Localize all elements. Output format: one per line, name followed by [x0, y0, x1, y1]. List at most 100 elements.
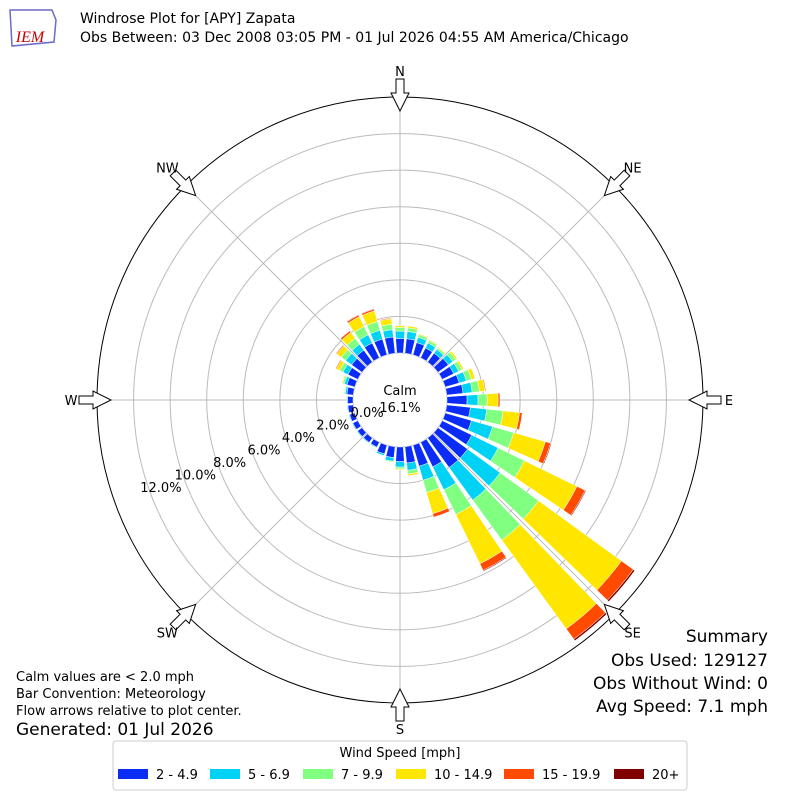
logo-text: IEM [15, 29, 46, 46]
arrow-shape [78, 390, 113, 410]
bar-segment [394, 325, 406, 328]
compass-arrow [390, 78, 410, 113]
bar-segment [477, 393, 488, 407]
compass-label: E [725, 394, 733, 409]
compass-label: W [65, 394, 78, 409]
legend-label: 2 - 4.9 [156, 768, 198, 783]
calm-circle [354, 354, 446, 446]
bar-segment [346, 314, 359, 322]
summary: Summary Obs Used: 129127 Obs Without Win… [593, 627, 768, 717]
r-tick-label: 0.0% [351, 406, 384, 421]
bar-segment [428, 339, 438, 346]
bar-segment [343, 386, 347, 395]
bar-segment [394, 468, 406, 471]
bar-segment [335, 344, 344, 354]
r-tick-label: 8.0% [213, 456, 246, 471]
grid-spoke [432, 432, 615, 615]
arrow-shape [603, 603, 631, 631]
bar-segment [468, 407, 488, 422]
legend-box [112, 740, 688, 791]
bar-segment [573, 612, 608, 642]
bar-segment [348, 414, 352, 423]
bar-segment [449, 350, 458, 360]
bar-segment [379, 317, 392, 321]
legend-label: 20+ [652, 768, 679, 783]
bar-segment [486, 392, 499, 408]
arrow-shape [169, 603, 197, 631]
r-tick-label: 10.0% [175, 469, 216, 484]
calm-label: Calm [383, 384, 416, 399]
note: Bar Convention: Meteorology [16, 687, 206, 702]
compass-label: SW [157, 627, 178, 642]
arrow-shape [603, 169, 631, 197]
grid-spoke [432, 185, 615, 368]
chart-subtitle: Obs Between: 03 Dec 2008 03:05 PM - 01 J… [80, 30, 629, 46]
arrow-shape [169, 169, 197, 197]
bar-segment [395, 461, 405, 468]
logo-outline [9, 9, 57, 47]
bar-segment [516, 412, 523, 431]
legend-swatch [396, 769, 426, 779]
bar-segment [341, 374, 346, 384]
bar-segment [395, 338, 405, 354]
legend-label: 15 - 19.9 [542, 768, 600, 783]
bar-segment [360, 308, 375, 314]
r-tick-label: 4.0% [282, 431, 315, 446]
compass-arrow [603, 169, 631, 197]
bar-segment [418, 333, 429, 339]
bar-segment [346, 396, 348, 404]
compass-arrow [78, 390, 113, 410]
compass-arrow [390, 687, 410, 722]
bar-segment [407, 325, 419, 330]
bar-segment [394, 330, 406, 339]
summary-line: Obs Without Wind: 0 [593, 674, 768, 694]
summary-line: Avg Speed: 7.1 mph [596, 697, 768, 717]
legend-label: 5 - 6.9 [248, 768, 290, 783]
note: Flow arrows relative to plot center. [16, 704, 242, 719]
notes: Calm values are < 2.0 mph Bar Convention… [16, 670, 242, 740]
bar-segment [375, 452, 385, 457]
legend-label: 10 - 14.9 [434, 768, 492, 783]
compass-label: SE [624, 627, 640, 642]
bar-segment [433, 511, 451, 518]
calm-value: 16.1% [379, 401, 420, 416]
compass-arrow [603, 603, 631, 631]
r-tick-label: 2.0% [316, 418, 349, 433]
grid-spoke [185, 185, 368, 368]
generated: Generated: 01 Jul 2026 [16, 720, 214, 740]
legend-swatch [118, 769, 148, 779]
compass-label: N [395, 65, 405, 80]
bar-segment [456, 360, 464, 371]
bar-segment [466, 394, 479, 406]
bar-segment [394, 327, 406, 332]
compass-arrow [687, 390, 722, 410]
compass-arrow [169, 603, 197, 631]
logo: IEM [9, 9, 57, 47]
legend-swatch [614, 769, 644, 779]
compass-label: S [396, 723, 404, 738]
bar-segment [497, 392, 501, 408]
arrow-shape [390, 78, 410, 113]
bar-segment [362, 438, 369, 444]
summary-line: Summary [686, 627, 768, 647]
arrow-shape [390, 687, 410, 722]
bar-segment [437, 346, 446, 355]
legend-title: Wind Speed [mph] [340, 746, 461, 761]
compass-label: NW [156, 161, 179, 176]
bar-segment [407, 473, 419, 477]
grid-spoke [185, 432, 368, 615]
bar-segment [384, 459, 394, 463]
bar-segment [482, 378, 487, 392]
bar-segment [484, 408, 504, 426]
legend-swatch [303, 769, 333, 779]
bar-segment [340, 330, 351, 339]
legend-swatch [210, 769, 240, 779]
bar-segment [542, 442, 552, 465]
bar-segment [385, 445, 396, 458]
chart-title: Windrose Plot for [APY] Zapata [80, 11, 295, 27]
legend-swatch [504, 769, 534, 779]
note: Calm values are < 2.0 mph [16, 670, 194, 685]
bar-segment [335, 359, 342, 370]
r-tick-label: 6.0% [247, 443, 280, 458]
